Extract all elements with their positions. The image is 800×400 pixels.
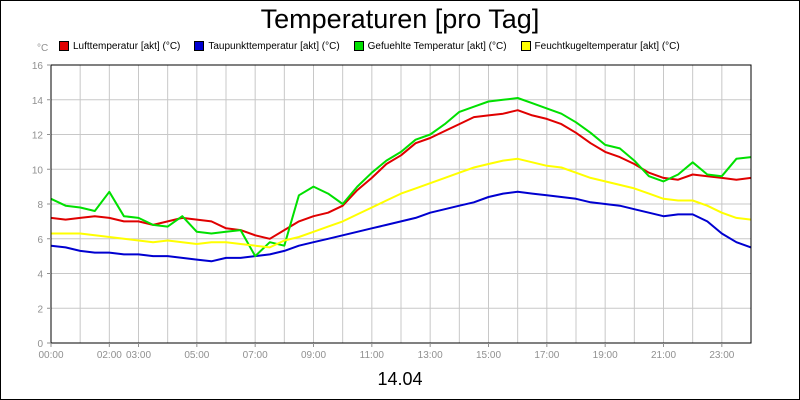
y-tick-label: 10 (32, 165, 44, 176)
legend-label-feuchtkugeltemperatur: Feuchtkugeltemperatur [akt] (°C) (534, 40, 680, 52)
x-tick-labels: 00:00 02:00 03:00 05:00 07:00 09:00 11:00 13:00… (38, 343, 735, 361)
series-lines (50, 97, 752, 263)
legend-swatch-gefuehlte-temperatur (353, 41, 364, 51)
date-label: 14.04 (377, 369, 423, 389)
x-tick-label: 11:00 (360, 350, 385, 361)
legend-label-taupunkttemperatur: Taupunkttemperatur [akt] (°C) (208, 40, 340, 52)
legend-label-gefuehlte-temperatur: Gefuehlte Temperatur [akt] (°C) (367, 40, 507, 52)
y-axis-unit: °C (37, 43, 49, 54)
series-line-taupunkttemperatur (50, 190, 752, 263)
x-tick-label: 09:00 (301, 350, 326, 361)
grid-lines (51, 65, 751, 343)
legend-swatch-taupunkttemperatur (194, 41, 205, 51)
legend-item-feuchtkugeltemperatur: Feuchtkugeltemperatur [akt] (°C) (520, 40, 680, 52)
y-tick-label: 6 (37, 235, 43, 246)
series-line-gefuehlte (50, 97, 752, 258)
x-tick-label: 07:00 (243, 350, 268, 361)
series-line-feuchtkugeltemperatur (51, 157, 752, 249)
y-tick-label: 12 (32, 131, 44, 142)
x-tick-label: 05:00 (184, 350, 209, 361)
y-tick-label: 14 (32, 96, 44, 107)
legend-item-gefuehlte-temperatur: Gefuehlte Temperatur [akt] (°C) (353, 40, 507, 52)
x-tick-label: 17:00 (534, 350, 559, 361)
x-tick-label: 19:00 (593, 350, 618, 361)
y-tick-label: 0 (37, 339, 43, 350)
legend-label-lufttemperatur: Lufttemperatur [akt] (°C) (73, 40, 181, 52)
y-tick-label: 8 (37, 200, 43, 211)
x-tick-label: 23:00 (709, 350, 734, 361)
legend-item-taupunkttemperatur: Taupunkttemperatur [akt] (°C) (194, 40, 340, 52)
legend-swatch-lufttemperatur (59, 41, 69, 51)
x-tick-label: 21:00 (651, 350, 676, 361)
x-tick-label: 02:00 (97, 350, 122, 361)
x-tick-label: 03:00 (126, 350, 151, 361)
chart-title: Temperaturen [pro Tag] (260, 4, 540, 34)
series-line-lufttemperatur (50, 109, 752, 240)
x-tick-label: 00:00 (38, 350, 63, 361)
x-tick-label: 15:00 (476, 350, 501, 361)
legend-item-lufttemperatur: Lufttemperatur [akt] (°C) (59, 41, 180, 52)
x-tick-label: 13:00 (418, 350, 443, 361)
y-tick-label: 16 (32, 61, 44, 72)
y-tick-labels: 0 2 4 6 8 10 12 14 16 (32, 61, 51, 350)
chart-legend: Lufttemperatur [akt] (°C) Taupunkttemper… (59, 39, 680, 53)
legend-swatch-feuchtkugeltemperatur (520, 41, 531, 51)
y-tick-label: 2 (37, 304, 43, 315)
y-tick-label: 4 (37, 270, 43, 281)
